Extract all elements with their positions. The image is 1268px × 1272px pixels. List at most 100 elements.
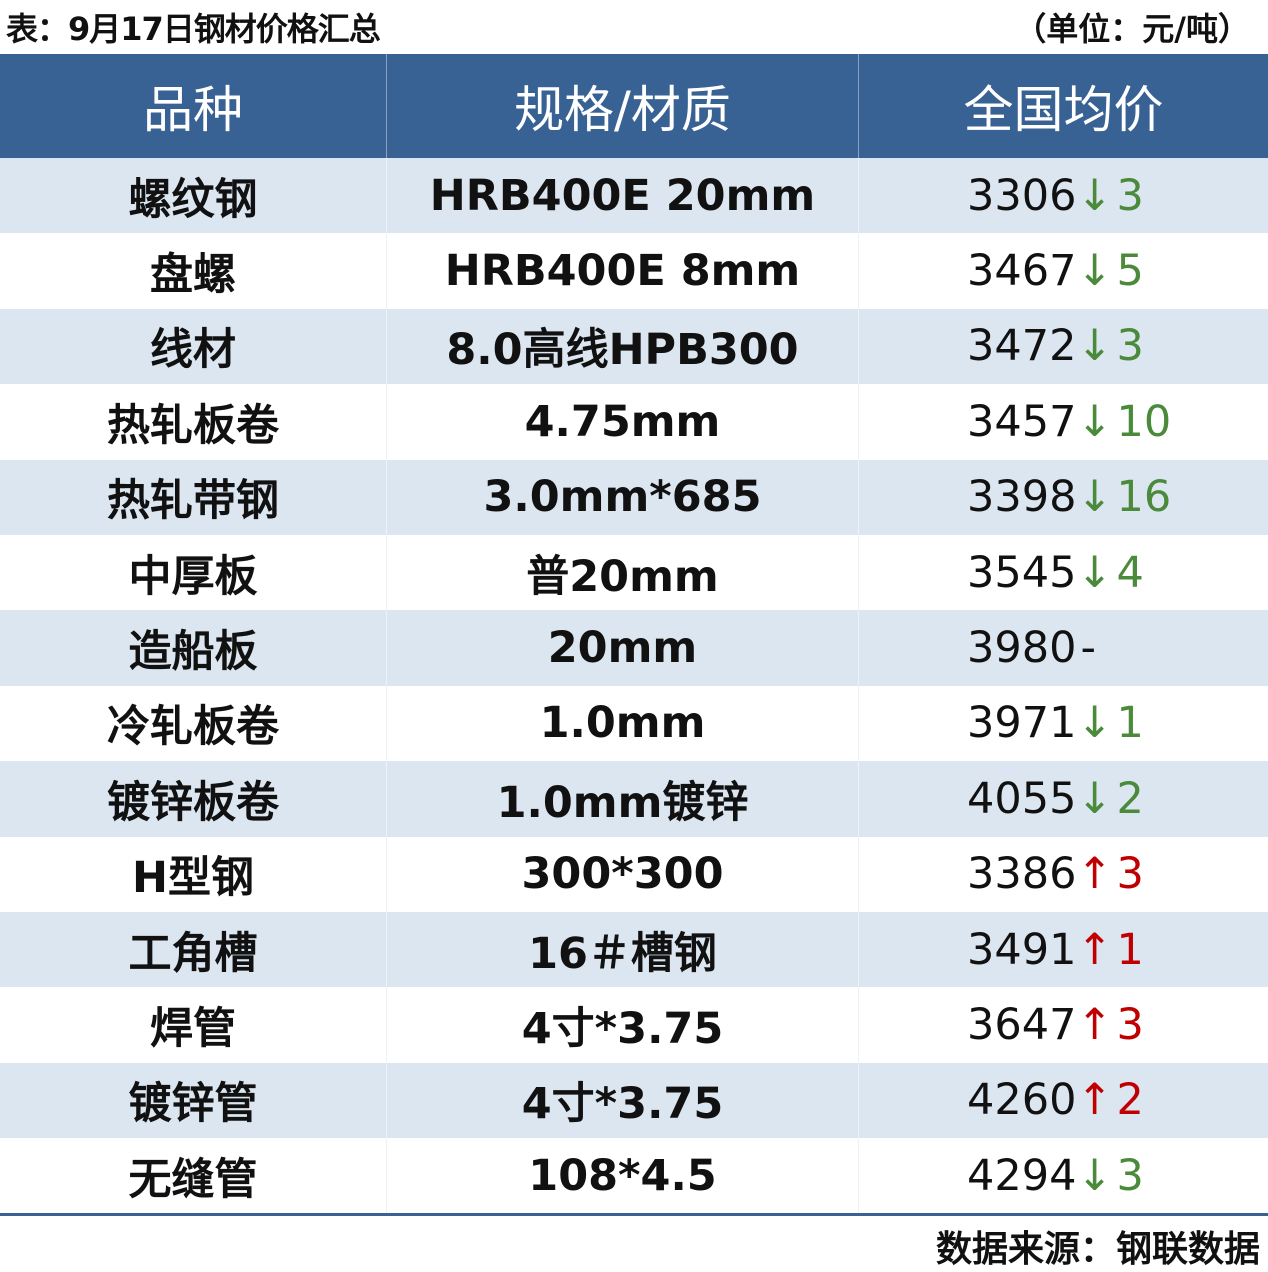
arrow-up-icon: ↑ [1076,924,1113,975]
variety-cell: 线材 [0,308,387,385]
arrow-down-icon: ↓ [1076,170,1113,221]
price-change: 1 [1116,698,1144,749]
price-change: 5 [1116,246,1144,297]
spec-cell: 4寸*3.75 [387,1062,859,1139]
price-cell: 3306 ↓ 3 [859,158,1268,233]
arrow-down-icon: ↓ [1076,321,1113,372]
price-cell: 4294 ↓ 3 [859,1138,1268,1213]
variety-cell: 造船板 [0,610,387,686]
arrow-down-icon: ↓ [1076,547,1113,598]
table-row: 无缝管 108*4.5 4294 ↓ 3 [0,1138,1268,1214]
price-table: 品种 规格/材质 全国均价 螺纹钢 HRB400E 20mm 3306 ↓ 3 盘螺 … [0,54,1268,1214]
variety-cell: H型钢 [0,836,387,912]
price-cell: 3647 ↑ 3 [859,987,1268,1062]
variety-cell: 盘螺 [0,233,387,309]
price-change: - [1080,623,1096,674]
arrow-down-icon: ↓ [1076,472,1113,523]
variety-cell: 螺纹钢 [0,158,387,234]
arrow-up-icon: ↑ [1076,999,1113,1050]
price-change: 3 [1116,849,1144,900]
spec-cell: HRB400E 8mm [387,233,859,309]
price-cell: 3545 ↓ 4 [859,535,1268,610]
spec-cell: 8.0高线HPB300 [387,308,859,385]
arrow-down-icon: ↓ [1076,1150,1113,1201]
variety-cell: 镀锌板卷 [0,761,387,837]
price-value: 3980 [967,623,1077,674]
table-row: 中厚板 普20mm 3545 ↓ 4 [0,534,1268,611]
price-value: 3467 [967,246,1077,297]
table-row: 热轧带钢 3.0mm*685 3398 ↓ 16 [0,459,1268,535]
spec-cell: 1.0mm [387,685,859,762]
table-row: 造船板 20mm 3980- [0,610,1268,686]
spec-cell: 16＃槽钢 [387,911,859,988]
price-value: 4294 [967,1150,1077,1201]
table-body: 螺纹钢 HRB400E 20mm 3306 ↓ 3 盘螺 HRB400E 8mm 34… [0,158,1268,1214]
spec-cell: 20mm [387,610,859,686]
spec-cell: 普20mm [387,534,859,611]
header-variety: 品种 [0,54,387,158]
variety-cell: 焊管 [0,987,387,1063]
spec-cell: HRB400E 20mm [387,158,859,234]
arrow-down-icon: ↓ [1076,246,1113,297]
price-cell: 3980- [859,610,1268,685]
price-cell: 3971 ↓ 1 [859,686,1268,761]
price-value: 3472 [967,321,1077,372]
price-cell: 4055 ↓ 2 [859,761,1268,836]
table-row: 螺纹钢 HRB400E 20mm 3306 ↓ 3 [0,158,1268,234]
price-cell: 3398 ↓ 16 [859,460,1268,535]
price-cell: 3467 ↓ 5 [859,233,1268,308]
table-header: 品种 规格/材质 全国均价 [0,54,1268,158]
arrow-down-icon: ↓ [1076,698,1113,749]
arrow-down-icon: ↓ [1076,773,1113,824]
price-cell: 4260 ↑ 2 [859,1063,1268,1138]
spec-cell: 1.0mm镀锌 [387,761,859,837]
price-cell: 3386 ↑ 3 [859,837,1268,912]
header-price: 全国均价 [963,81,1164,139]
variety-cell: 冷轧板卷 [0,685,387,762]
price-change: 10 [1116,396,1172,447]
spec-cell: 300*300 [387,836,859,912]
table-row: 盘螺 HRB400E 8mm 3467 ↓ 5 [0,233,1268,309]
price-value: 3545 [967,547,1077,598]
table-row: H型钢 300*300 3386 ↑ 3 [0,836,1268,912]
price-change: 3 [1116,170,1144,221]
price-value: 4055 [967,773,1077,824]
spec-cell: 4.75mm [387,384,859,460]
price-cell: 3457 ↓ 10 [859,384,1268,459]
price-change: 3 [1116,321,1144,372]
variety-cell: 中厚板 [0,534,387,611]
price-value: 4260 [967,1075,1077,1126]
price-value: 3457 [967,396,1077,447]
variety-cell: 镀锌管 [0,1062,387,1139]
table-row: 工角槽 16＃槽钢 3491 ↑ 1 [0,911,1268,988]
price-change: 2 [1116,1075,1144,1126]
table-row: 镀锌板卷 1.0mm镀锌 4055 ↓ 2 [0,761,1268,837]
price-value: 3386 [967,849,1077,900]
price-cell: 3491 ↑ 1 [859,912,1268,987]
price-change: 4 [1116,547,1144,598]
price-change: 2 [1116,773,1144,824]
variety-cell: 热轧带钢 [0,459,387,535]
price-value: 3971 [967,698,1077,749]
price-value: 3306 [967,170,1077,221]
source-note: 数据来源：钢联数据 [935,1229,1260,1270]
table-row: 镀锌管 4寸*3.75 4260 ↑ 2 [0,1062,1268,1139]
price-value: 3491 [967,924,1077,975]
unit-label: （单位：元/吨） [1014,10,1250,48]
variety-cell: 无缝管 [0,1138,387,1214]
variety-cell: 热轧板卷 [0,384,387,460]
table-row: 线材 8.0高线HPB300 3472 ↓ 3 [0,308,1268,385]
spec-cell: 3.0mm*685 [387,459,859,535]
table-row: 冷轧板卷 1.0mm 3971 ↓ 1 [0,685,1268,762]
arrow-up-icon: ↑ [1076,849,1113,900]
bottom-rule [0,1213,1268,1216]
price-change: 3 [1116,999,1144,1050]
header-spec: 规格/材质 [387,54,859,158]
price-value: 3647 [967,999,1077,1050]
arrow-down-icon: ↓ [1076,396,1113,447]
price-change: 16 [1116,472,1172,523]
table-row: 热轧板卷 4.75mm 3457 ↓ 10 [0,384,1268,460]
table-row: 焊管 4寸*3.75 3647 ↑ 3 [0,987,1268,1063]
variety-cell: 工角槽 [0,911,387,988]
price-cell: 3472 ↓ 3 [859,309,1268,384]
